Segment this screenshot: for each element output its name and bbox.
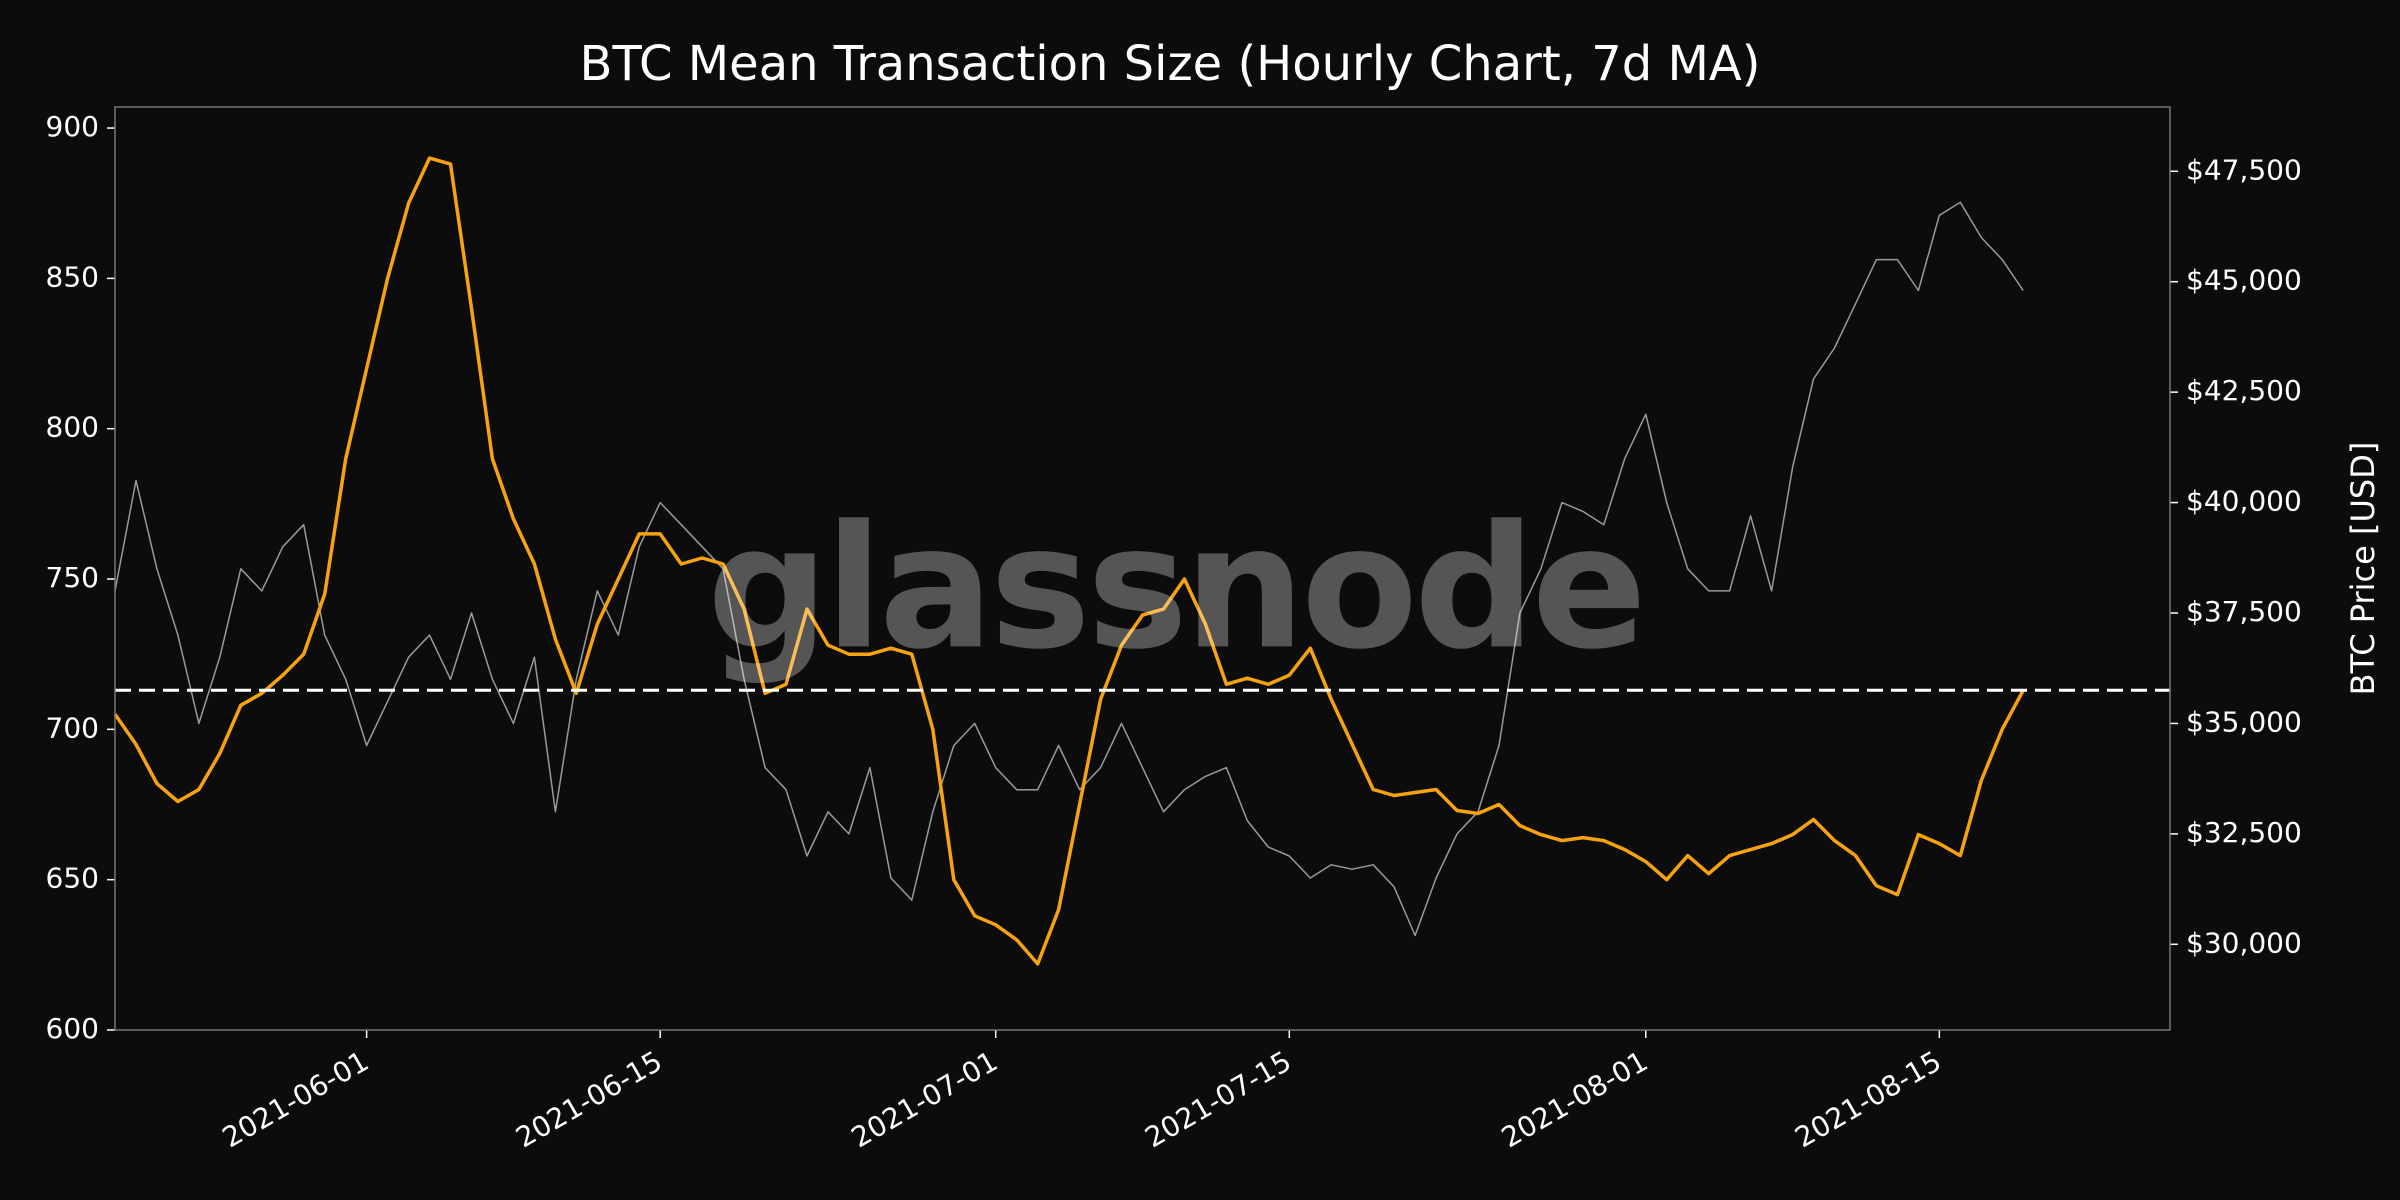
y2-tick-label: $30,000 xyxy=(2186,926,2302,959)
y2-tick-label: $47,500 xyxy=(2186,153,2302,186)
y-tick-label: 750 xyxy=(46,561,99,594)
y2-tick-label: $45,000 xyxy=(2186,264,2302,297)
series-line xyxy=(113,156,2025,966)
plot-frame xyxy=(114,106,2171,1031)
y-tick-label: 650 xyxy=(46,862,99,895)
y2-tick-label: $35,000 xyxy=(2186,705,2302,738)
y2-axis-label: BTC Price [USD] xyxy=(2344,442,2382,696)
chart-title: BTC Mean Transaction Size (Hourly Chart,… xyxy=(580,36,1761,92)
y-tick-label: 600 xyxy=(46,1012,99,1045)
y-tick-label: 800 xyxy=(46,411,99,444)
y-tick-label: 850 xyxy=(46,260,99,293)
y2-tick-label: $42,500 xyxy=(2186,374,2302,407)
watermark: glassnode xyxy=(707,489,1643,687)
price-line xyxy=(114,201,2024,937)
y2-tick-label: $40,000 xyxy=(2186,485,2302,518)
y2-tick-label: $37,500 xyxy=(2186,595,2302,628)
y-tick-label: 900 xyxy=(46,110,99,143)
y2-tick-label: $32,500 xyxy=(2186,816,2302,849)
y-tick-label: 700 xyxy=(46,711,99,744)
